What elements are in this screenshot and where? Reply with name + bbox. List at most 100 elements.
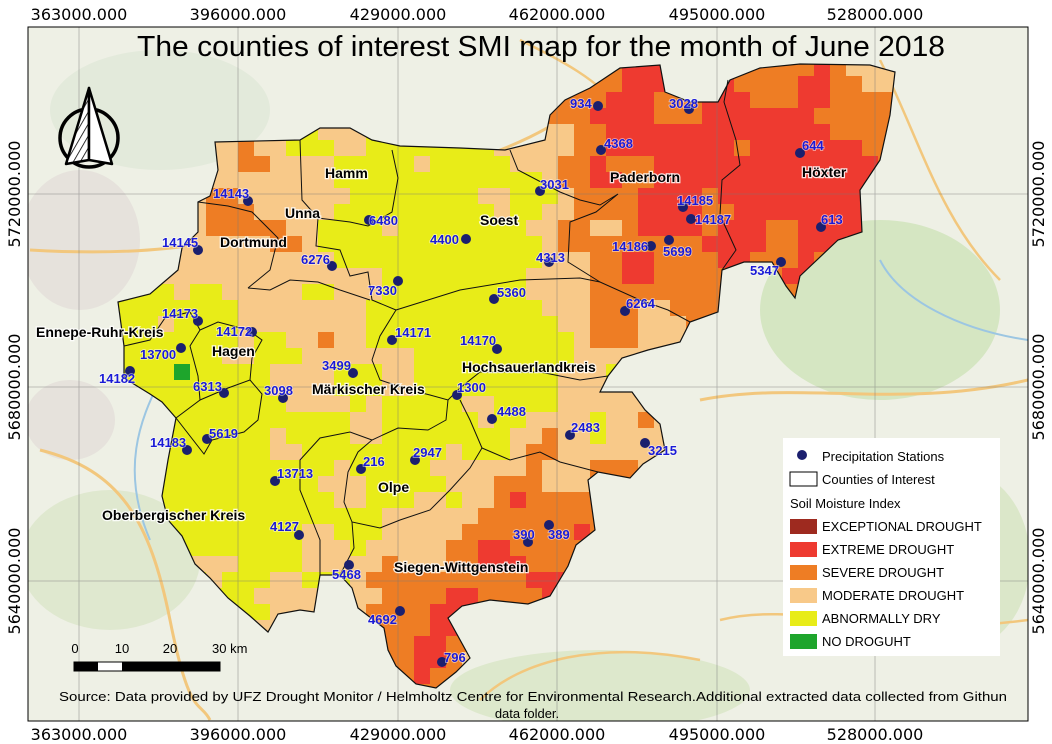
smi-cell [190, 444, 207, 461]
smi-cell [158, 316, 175, 333]
smi-cell [334, 204, 351, 221]
smi-cell [238, 556, 255, 573]
smi-cell [590, 252, 607, 269]
scale-tick-label: 20 [163, 641, 177, 656]
smi-cell [606, 108, 623, 125]
station-label: 4488 [497, 404, 526, 419]
smi-cell [126, 348, 143, 365]
scale-bar-segment [74, 662, 98, 671]
county-symbol-icon [789, 471, 818, 487]
smi-cell [718, 124, 735, 141]
smi-cell [590, 204, 607, 221]
smi-cell [574, 108, 591, 125]
smi-cell [270, 140, 287, 157]
station-label: 796 [444, 650, 466, 665]
scale-bar: 0 10 20 30 km [71, 641, 247, 672]
smi-cell [798, 252, 815, 269]
smi-cell [350, 348, 367, 365]
smi-cell [798, 188, 815, 205]
station-marker [664, 235, 674, 245]
coordinate-labels-top: 363000.000 396000.000 429000.000 462000.… [31, 5, 924, 24]
y-coord-label: 5680000.000 [1029, 334, 1048, 441]
smi-cell [494, 316, 511, 333]
smi-cell [590, 220, 607, 237]
smi-cell [574, 396, 591, 413]
x-coord-label: 495000.000 [669, 5, 766, 24]
smi-cell [782, 124, 799, 141]
smi-cell [270, 460, 287, 477]
smi-cell [318, 412, 335, 429]
smi-cell [350, 156, 367, 173]
smi-cell [622, 156, 639, 173]
smi-cell [462, 588, 479, 605]
smi-cell [302, 396, 319, 413]
county-boundary [395, 277, 691, 323]
smi-cell [158, 380, 175, 397]
smi-cell [766, 156, 783, 173]
station-label: 5619 [209, 426, 238, 441]
station-marker [348, 368, 358, 378]
smi-cell [622, 204, 639, 221]
smi-cell [462, 156, 479, 173]
smi-cell [350, 332, 367, 349]
smi-cell [302, 476, 319, 493]
smi-cell [414, 460, 431, 477]
y-coord-label: 5720000.000 [1029, 141, 1048, 248]
smi-cell [238, 492, 255, 509]
smi-cell [574, 428, 591, 445]
station-marker [487, 414, 497, 424]
smi-cell [446, 588, 463, 605]
smi-cell [782, 220, 799, 237]
smi-cell [846, 76, 863, 93]
smi-cell [446, 236, 463, 253]
smi-cell [286, 540, 303, 557]
smi-cell [270, 332, 287, 349]
smi-cell [270, 268, 287, 285]
station-marker [816, 222, 826, 232]
smi-cell [222, 428, 239, 445]
smi-cell [206, 412, 223, 429]
station-label: 14145 [162, 235, 198, 250]
smi-cell [670, 252, 687, 269]
smi-cell [734, 236, 751, 253]
smi-cell [430, 332, 447, 349]
smi-cell [238, 476, 255, 493]
smi-cell [830, 140, 847, 157]
smi-cell [558, 300, 575, 317]
smi-cell [286, 172, 303, 189]
station-marker [202, 434, 212, 444]
smi-cell [350, 492, 367, 509]
smi-cell [558, 284, 575, 301]
smi-cell [638, 204, 655, 221]
smi-cell [350, 172, 367, 189]
source-line-1: Source: Data provided by UFZ Drought Mon… [59, 689, 1007, 704]
smi-cell [526, 508, 543, 525]
smi-cell [478, 524, 495, 541]
smi-cell [430, 636, 447, 653]
smi-cell [670, 156, 687, 173]
smi-cell [734, 108, 751, 125]
smi-cell [686, 236, 703, 253]
smi-cell [462, 332, 479, 349]
smi-cell [670, 140, 687, 157]
smi-cell [654, 156, 671, 173]
smi-cell [542, 396, 559, 413]
smi-cell [542, 188, 559, 205]
smi-cell [286, 556, 303, 573]
smi-cell [398, 428, 415, 445]
smi-cell [734, 92, 751, 109]
smi-cell [814, 108, 831, 125]
smi-cell [702, 300, 719, 317]
smi-cell [334, 140, 351, 157]
smi-cell [286, 316, 303, 333]
smi-cell [238, 540, 255, 557]
smi-cell [526, 380, 543, 397]
x-coord-label: 429000.000 [350, 725, 447, 744]
smi-cell [862, 140, 879, 157]
smi-cell [334, 316, 351, 333]
smi-cell [686, 156, 703, 173]
x-coord-label: 528000.000 [827, 725, 924, 744]
smi-cell [366, 300, 383, 317]
smi-cell [206, 268, 223, 285]
smi-cell [286, 588, 303, 605]
